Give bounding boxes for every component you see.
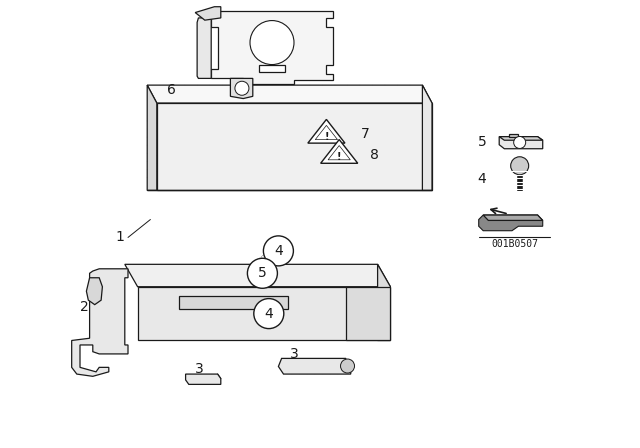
- Text: 8: 8: [370, 147, 379, 162]
- Circle shape: [264, 236, 293, 266]
- Polygon shape: [125, 264, 390, 287]
- Text: 2: 2: [79, 300, 88, 314]
- Polygon shape: [186, 374, 221, 384]
- Polygon shape: [308, 120, 345, 143]
- Circle shape: [254, 299, 284, 328]
- Polygon shape: [138, 287, 390, 340]
- Polygon shape: [479, 215, 543, 231]
- Polygon shape: [499, 137, 543, 149]
- Polygon shape: [195, 7, 221, 20]
- Polygon shape: [197, 18, 211, 78]
- Polygon shape: [346, 287, 390, 340]
- Text: !: !: [337, 152, 342, 162]
- Text: 001B0507: 001B0507: [492, 239, 539, 249]
- Text: 5: 5: [477, 135, 486, 150]
- Text: 4: 4: [477, 172, 486, 186]
- Polygon shape: [157, 103, 432, 190]
- Polygon shape: [278, 358, 351, 374]
- Polygon shape: [147, 85, 157, 190]
- Polygon shape: [259, 65, 285, 72]
- Polygon shape: [422, 85, 432, 190]
- Text: 1: 1: [116, 230, 125, 245]
- Polygon shape: [509, 134, 518, 137]
- Text: 4: 4: [274, 244, 283, 258]
- Circle shape: [250, 21, 294, 65]
- Text: 6: 6: [167, 82, 176, 97]
- Circle shape: [235, 81, 249, 95]
- Text: !: !: [324, 132, 329, 142]
- Polygon shape: [483, 215, 543, 220]
- Circle shape: [511, 157, 529, 175]
- Circle shape: [340, 359, 355, 373]
- Circle shape: [514, 137, 525, 148]
- Polygon shape: [147, 85, 432, 103]
- Text: 7: 7: [360, 127, 369, 142]
- Polygon shape: [499, 137, 543, 140]
- Polygon shape: [321, 140, 358, 163]
- Polygon shape: [86, 278, 102, 305]
- Polygon shape: [72, 269, 128, 376]
- Text: 4: 4: [264, 306, 273, 321]
- Circle shape: [248, 258, 277, 288]
- Text: 5: 5: [258, 266, 267, 280]
- Text: 3: 3: [290, 347, 299, 361]
- Polygon shape: [230, 78, 253, 99]
- Polygon shape: [378, 264, 390, 340]
- Text: 3: 3: [195, 362, 204, 376]
- Polygon shape: [211, 11, 333, 84]
- Polygon shape: [179, 296, 288, 309]
